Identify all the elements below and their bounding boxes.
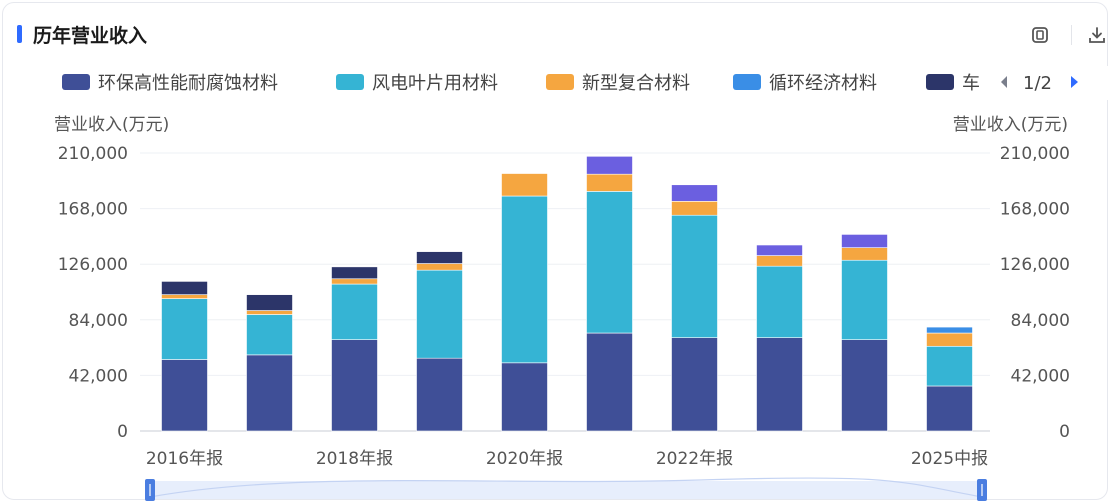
bar-segment[interactable] <box>246 310 293 315</box>
bar-segment[interactable] <box>331 283 378 340</box>
bar-segment[interactable] <box>756 337 803 432</box>
y-tick-left: 168,000 <box>58 200 128 220</box>
y-tick-left: 210,000 <box>58 144 128 164</box>
bar-segment[interactable] <box>586 156 633 175</box>
bar-segment[interactable] <box>926 345 973 387</box>
bar-segment[interactable] <box>416 263 463 271</box>
bar-segment[interactable] <box>501 362 548 432</box>
legend-label[interactable]: 车 <box>962 73 980 94</box>
legend-prev-icon[interactable] <box>1001 76 1007 88</box>
y-tick-right: 168,000 <box>1000 200 1070 220</box>
x-tick-label: 2025中报 <box>911 449 988 469</box>
bar-segment[interactable] <box>756 244 803 256</box>
y-tick-right: 126,000 <box>1000 255 1070 275</box>
legend-swatch[interactable] <box>546 74 574 90</box>
y-axis-title-right: 营业收入(万元) <box>953 115 1068 135</box>
y-tick-left: 0 <box>117 422 128 442</box>
slider-preview-line <box>149 477 983 498</box>
bar-segment[interactable] <box>586 332 633 432</box>
legend-label[interactable]: 风电叶片用材料 <box>372 73 498 94</box>
bar-segment[interactable] <box>926 326 973 334</box>
x-tick-label: 2018年报 <box>316 449 393 469</box>
title-accent <box>17 25 22 43</box>
axes: 营业收入(万元) 营业收入(万元) 0 0 42,000 42,000 84,000 84,0… <box>54 115 1070 469</box>
bar-segment[interactable] <box>416 269 463 359</box>
bar-segment[interactable] <box>671 214 718 338</box>
y-tick-right: 0 <box>1059 422 1070 442</box>
bar-segment[interactable] <box>501 195 548 364</box>
legend-swatch[interactable] <box>926 74 954 90</box>
y-tick-right: 210,000 <box>1000 144 1070 164</box>
y-tick-right: 84,000 <box>1011 311 1070 331</box>
bar-segment[interactable] <box>926 332 973 347</box>
legend-page-indicator: 1/2 <box>1023 73 1052 94</box>
bar-segment[interactable] <box>841 339 888 432</box>
bar-segment[interactable] <box>246 354 293 432</box>
legend-label[interactable]: 循环经济材料 <box>769 73 877 94</box>
bar-segment[interactable] <box>586 173 633 192</box>
legend-label[interactable]: 新型复合材料 <box>582 73 690 94</box>
y-tick-left: 84,000 <box>69 311 128 331</box>
toolbar-divider <box>1071 25 1072 45</box>
legend-swatch[interactable] <box>733 74 761 90</box>
bar-segment[interactable] <box>841 234 888 248</box>
bar-segment[interactable] <box>161 298 208 360</box>
bar-segment[interactable] <box>841 247 888 261</box>
bar-segment[interactable] <box>756 265 803 338</box>
x-tick-label: 2020年报 <box>486 449 563 469</box>
legend-swatch[interactable] <box>336 74 364 90</box>
download-icon[interactable] <box>1087 25 1107 45</box>
data-zoom-slider[interactable] <box>145 477 987 501</box>
bar-segment[interactable] <box>331 339 378 432</box>
bar-segment[interactable] <box>161 359 208 432</box>
legend-next-icon[interactable] <box>1071 76 1078 88</box>
bar-segment[interactable] <box>416 357 463 432</box>
bar-segment[interactable] <box>161 294 208 299</box>
slider-track[interactable] <box>150 481 982 499</box>
x-tick-label: 2016年报 <box>146 449 223 469</box>
y-axis-title-left: 营业收入(万元) <box>54 115 169 135</box>
bar-segment[interactable] <box>501 173 548 197</box>
bars <box>161 156 973 432</box>
bar-segment[interactable] <box>671 184 718 202</box>
bar-segment[interactable] <box>331 278 378 285</box>
bar-segment[interactable] <box>671 201 718 216</box>
bar-segment[interactable] <box>926 385 973 432</box>
bar-segment[interactable] <box>756 255 803 267</box>
y-tick-left: 126,000 <box>58 255 128 275</box>
y-tick-right: 42,000 <box>1011 366 1070 386</box>
legend-swatch[interactable] <box>62 74 90 90</box>
bar-segment[interactable] <box>331 266 378 280</box>
export-icon[interactable] <box>1030 25 1050 45</box>
x-tick-label: 2022年报 <box>656 449 733 469</box>
y-tick-left: 42,000 <box>69 366 128 386</box>
legend: 环保高性能耐腐蚀材料 风电叶片用材料 新型复合材料 循环经济材料 车 1/2 <box>62 66 1112 100</box>
bar-segment[interactable] <box>586 191 633 334</box>
page-title: 历年营业收入 <box>33 25 148 47</box>
bar-segment[interactable] <box>161 281 208 295</box>
bar-segment[interactable] <box>246 314 293 356</box>
legend-label[interactable]: 环保高性能耐腐蚀材料 <box>98 73 278 94</box>
bar-segment[interactable] <box>246 294 293 311</box>
bar-segment[interactable] <box>416 251 463 264</box>
bar-segment[interactable] <box>841 259 888 340</box>
bar-segment[interactable] <box>671 337 718 432</box>
